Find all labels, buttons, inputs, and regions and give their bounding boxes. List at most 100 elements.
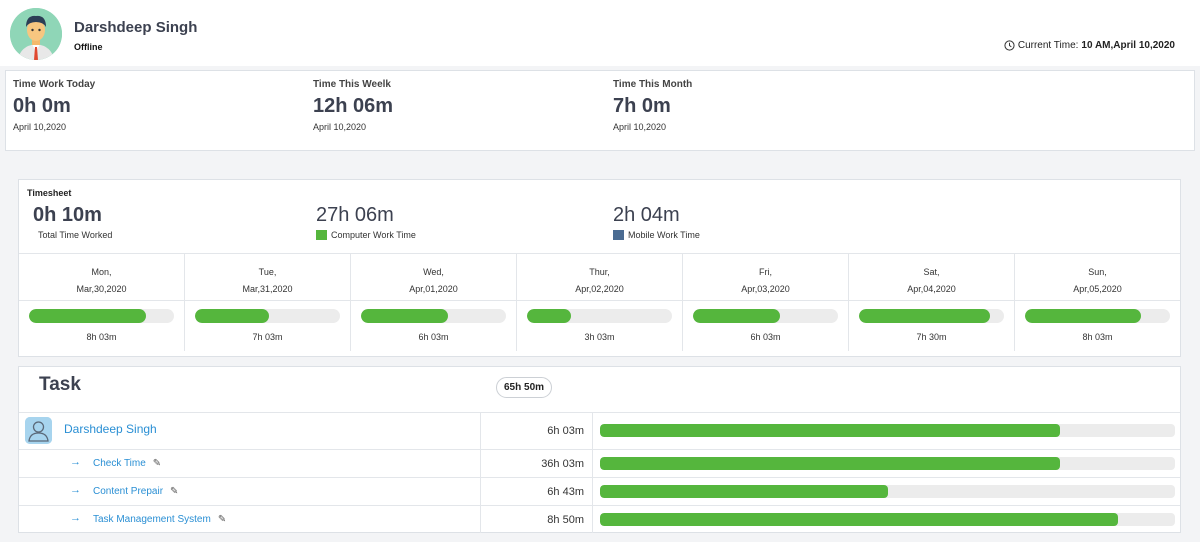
task-progress-bar — [600, 513, 1175, 526]
stat-value: 12h 06m — [313, 95, 394, 117]
task-hours: 36h 03m — [481, 450, 593, 477]
day-progress-fill — [859, 309, 990, 323]
mobile-work-label: Mobile Work Time — [628, 230, 700, 240]
mobile-legend-swatch — [613, 230, 624, 240]
day-hours: 8h 03m — [1082, 332, 1113, 342]
day-column[interactable]: Thur, Apr,02,2020 3h 03m — [517, 254, 683, 351]
day-progress-bar — [195, 309, 340, 323]
person-progress-fill — [600, 424, 1060, 437]
day-column[interactable]: Wed, Apr,01,2020 6h 03m — [351, 254, 517, 351]
mobile-work-time: 2h 04m Mobile Work Time — [613, 204, 700, 240]
day-progress-bar — [859, 309, 1004, 323]
day-date: Mar,30,2020 — [76, 284, 127, 294]
profile-header: Darshdeep Singh Offline Current Time: 10 … — [0, 0, 1200, 66]
day-hours: 7h 03m — [252, 332, 283, 342]
task-progress-bar — [600, 485, 1175, 498]
day-name: Fri, — [759, 267, 772, 277]
day-date: Apr,02,2020 — [575, 284, 624, 294]
current-time-value: 10 AM,April 10,2020 — [1081, 40, 1175, 51]
total-time-worked: 0h 10m Total Time Worked — [33, 204, 112, 240]
day-progress-bar — [527, 309, 672, 323]
daily-timesheet: Mon, Mar,30,2020 8h 03m Tue, Mar,31,2020 7… — [19, 253, 1180, 351]
arrow-right-icon: → — [70, 456, 81, 468]
day-progress-fill — [361, 309, 448, 323]
day-name: Thur, — [589, 267, 610, 277]
day-date: Apr,05,2020 — [1073, 284, 1122, 294]
day-progress-bar — [1025, 309, 1170, 323]
task-hours: 8h 50m — [481, 506, 593, 533]
stat-date: April 10,2020 — [13, 122, 67, 132]
day-hours: 6h 03m — [418, 332, 449, 342]
task-link[interactable]: Task Management System ✎ — [93, 514, 227, 525]
person-progress-bar — [600, 424, 1175, 437]
day-progress-bar — [361, 309, 506, 323]
user-name: Darshdeep Singh — [74, 19, 198, 36]
stat-date: April 10,2020 — [613, 122, 667, 132]
task-progress-fill — [600, 485, 888, 498]
task-panel: Task 65h 50m Darshdeep Singh 6h 03m → Ch… — [18, 366, 1181, 533]
person-name-link[interactable]: Darshdeep Singh — [64, 422, 157, 436]
day-column[interactable]: Mon, Mar,30,2020 8h 03m — [19, 254, 185, 351]
computer-legend-swatch — [316, 230, 327, 240]
computer-work-value: 27h 06m — [316, 204, 394, 226]
pencil-icon[interactable]: ✎ — [152, 458, 162, 469]
task-link[interactable]: Content Prepair ✎ — [93, 486, 179, 497]
current-time-label: Current Time: — [1017, 40, 1079, 51]
person-hours: 6h 03m — [481, 413, 593, 449]
day-column[interactable]: Sun, Apr,05,2020 8h 03m — [1015, 254, 1180, 351]
task-row: → Content Prepair ✎ 6h 43m — [19, 477, 1180, 505]
total-time-label: Total Time Worked — [38, 230, 113, 240]
timesheet-panel: Timesheet 0h 10m Total Time Worked 27h 0… — [18, 179, 1181, 357]
task-total-badge: 65h 50m — [496, 377, 553, 398]
day-hours: 8h 03m — [86, 332, 117, 342]
pencil-icon[interactable]: ✎ — [217, 514, 227, 525]
task-link[interactable]: Check Time ✎ — [93, 458, 162, 469]
stat-value: 0h 0m — [13, 95, 71, 117]
user-avatar[interactable] — [10, 8, 62, 60]
day-date: Mar,31,2020 — [242, 284, 293, 294]
stat-date: April 10,2020 — [313, 122, 367, 132]
stat-label: Time Work Today — [13, 79, 96, 90]
day-progress-bar — [29, 309, 174, 323]
day-name: Tue, — [258, 267, 277, 277]
day-date: Apr,01,2020 — [409, 284, 458, 294]
task-title: Task — [39, 374, 81, 395]
current-time: Current Time: 10 AM,April 10,2020 — [1004, 40, 1175, 51]
stat-value: 7h 0m — [613, 95, 671, 117]
day-column[interactable]: Tue, Mar,31,2020 7h 03m — [185, 254, 351, 351]
stat-month: Time This Month 7h 0m April 10,2020 — [613, 79, 692, 132]
day-progress-fill — [693, 309, 780, 323]
timesheet-title: Timesheet — [27, 188, 72, 198]
computer-work-time: 27h 06m Computer Work Time — [316, 204, 416, 240]
day-name: Sat, — [923, 267, 940, 277]
day-name: Wed, — [423, 267, 444, 277]
arrow-right-icon: → — [70, 512, 81, 524]
task-row: → Check Time ✎ 36h 03m — [19, 449, 1180, 477]
day-date: Apr,04,2020 — [907, 284, 956, 294]
stat-week: Time This Weelk 12h 06m April 10,2020 — [313, 79, 393, 132]
task-row: → Task Management System ✎ 8h 50m — [19, 505, 1180, 533]
time-stats-panel: Time Work Today 0h 0m April 10,2020 Time… — [5, 70, 1195, 151]
task-person-row: Darshdeep Singh 6h 03m — [19, 412, 1180, 449]
day-progress-bar — [693, 309, 838, 323]
arrow-right-icon: → — [70, 484, 81, 496]
total-time-value: 0h 10m — [33, 204, 102, 226]
mobile-work-value: 2h 04m — [613, 204, 680, 226]
task-progress-bar — [600, 457, 1175, 470]
day-date: Apr,03,2020 — [741, 284, 790, 294]
day-column[interactable]: Fri, Apr,03,2020 6h 03m — [683, 254, 849, 351]
stat-label: Time This Weelk — [313, 79, 391, 90]
day-progress-fill — [195, 309, 269, 323]
stat-label: Time This Month — [613, 79, 693, 90]
day-hours: 7h 30m — [916, 332, 947, 342]
day-hours: 6h 03m — [750, 332, 781, 342]
day-column[interactable]: Sat, Apr,04,2020 7h 30m — [849, 254, 1015, 351]
pencil-icon[interactable]: ✎ — [170, 486, 179, 497]
computer-work-label: Computer Work Time — [331, 230, 416, 240]
day-name: Mon, — [91, 267, 112, 277]
task-hours: 6h 43m — [481, 478, 593, 505]
day-progress-fill — [1025, 309, 1141, 323]
user-avatar-small — [25, 417, 52, 444]
stat-today: Time Work Today 0h 0m April 10,2020 — [13, 79, 95, 132]
task-progress-fill — [600, 457, 1060, 470]
